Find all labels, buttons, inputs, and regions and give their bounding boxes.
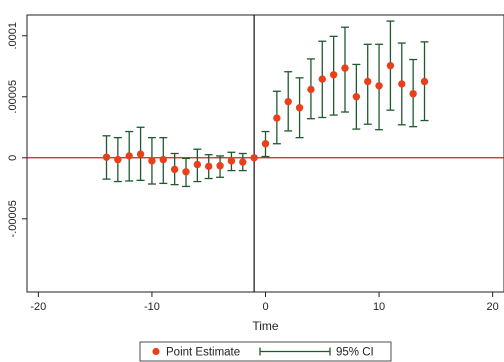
point-estimate	[205, 162, 213, 171]
x-tick-label: 10	[373, 301, 385, 313]
point-estimate	[398, 80, 406, 88]
x-axis-title: Time	[252, 319, 279, 333]
point-estimate	[261, 140, 270, 148]
point-estimate	[227, 157, 236, 165]
legend-entry-ci: 95% CI	[336, 347, 374, 359]
legend-entry-point-estimate: Point Estimate	[166, 347, 240, 359]
point-estimate	[159, 155, 167, 164]
point-estimate	[170, 165, 179, 174]
x-tick-label: -10	[144, 301, 160, 313]
y-tick-label: -.00005	[7, 200, 19, 237]
point-estimate	[420, 77, 429, 86]
point-estimate	[329, 71, 338, 79]
point-estimate	[318, 75, 326, 83]
point-estimate	[352, 93, 361, 101]
point-estimate	[284, 97, 292, 106]
point-estimate	[386, 61, 395, 70]
x-tick-label: -20	[30, 301, 46, 313]
point-estimate	[125, 152, 133, 160]
point-estimate	[114, 155, 122, 164]
x-tick-label: 20	[487, 301, 499, 313]
point-estimate	[409, 90, 417, 98]
point-estimate	[307, 85, 315, 94]
point-estimate	[364, 77, 372, 86]
x-tick-label: 0	[262, 301, 268, 313]
point-estimate	[216, 162, 224, 170]
y-tick-label: .0001	[7, 22, 19, 50]
point-estimate	[182, 168, 190, 176]
point-estimate	[375, 82, 383, 90]
point-estimate	[136, 150, 145, 158]
point-estimate	[250, 154, 258, 162]
point-estimate	[273, 114, 281, 122]
y-tick-label: 0	[7, 155, 19, 161]
point-estimate	[341, 64, 349, 72]
point-estimate	[239, 158, 247, 166]
x-axis: -20 -10 0 10 20	[30, 292, 499, 313]
point-estimate	[148, 157, 156, 165]
legend: Point Estimate 95% CI	[139, 341, 392, 362]
point-estimate	[193, 160, 202, 169]
point-estimate	[102, 153, 111, 161]
y-axis: -.00005 0 .00005 .0001	[7, 22, 27, 237]
point-estimates	[102, 61, 429, 176]
y-tick-label: .00005	[7, 80, 19, 114]
legend-ci-marker	[259, 347, 331, 356]
point-estimate	[295, 104, 304, 112]
legend-point-marker	[152, 347, 160, 356]
